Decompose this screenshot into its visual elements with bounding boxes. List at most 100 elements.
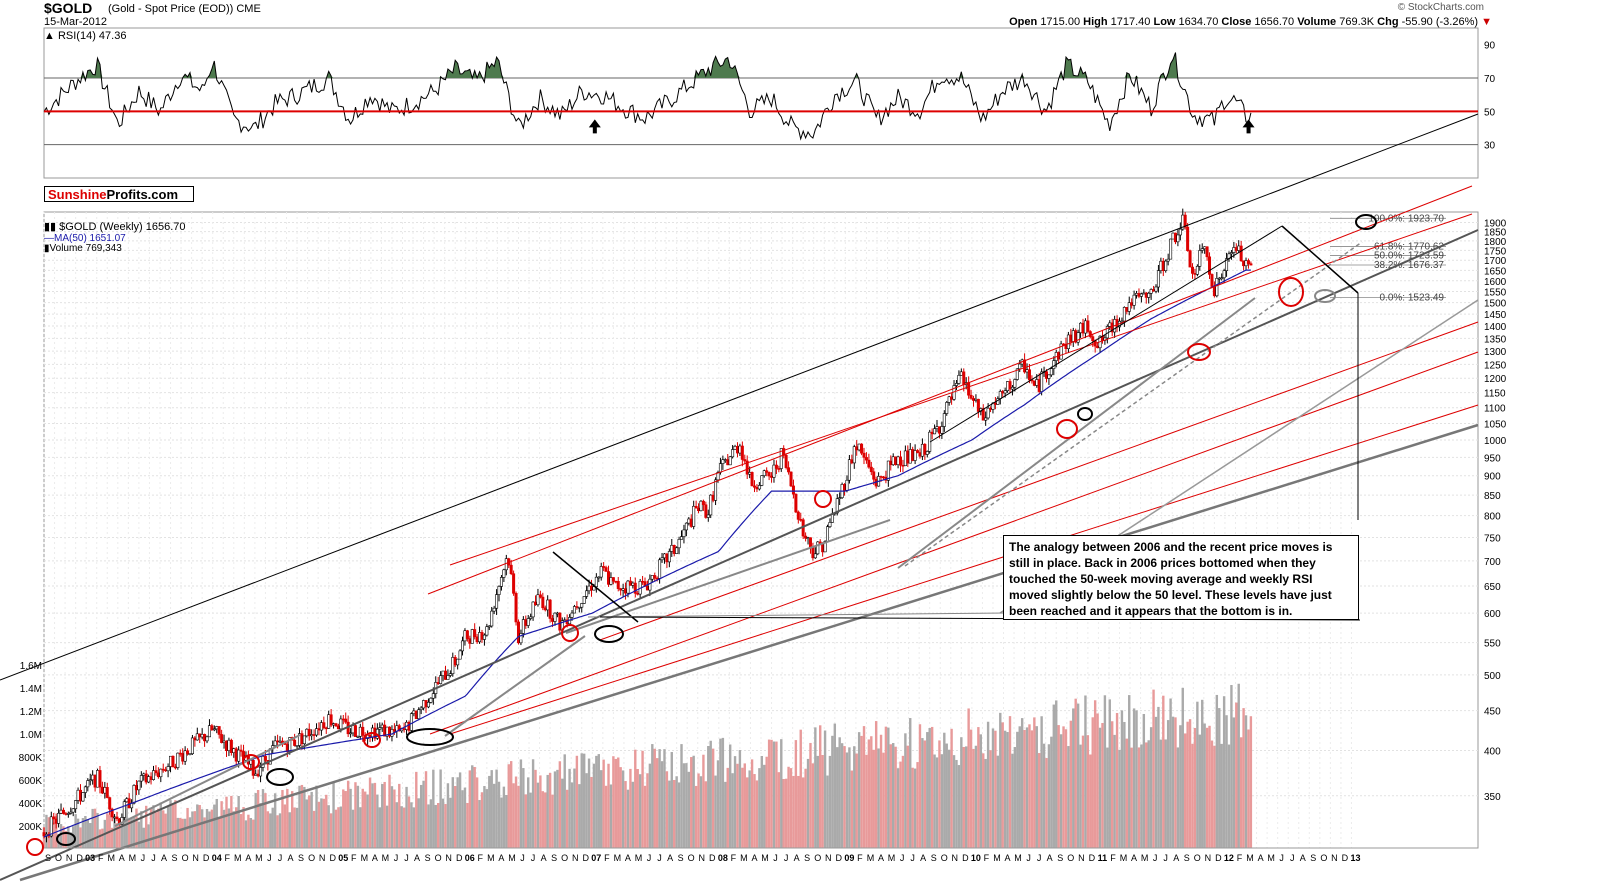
volume-bar — [166, 806, 170, 848]
candle-body — [380, 724, 384, 728]
candle-body — [1186, 226, 1190, 251]
volume-bar — [809, 742, 812, 848]
candle-body — [937, 426, 941, 434]
volume-bar — [780, 739, 783, 848]
volume-bar — [899, 761, 902, 848]
volume-bar — [191, 811, 194, 848]
x-tick-label: A — [498, 853, 504, 863]
volume-bar — [152, 805, 155, 848]
volume-bar — [422, 780, 425, 848]
volume-bar — [687, 771, 691, 848]
volume-bar — [188, 817, 192, 848]
x-tick-label: S — [804, 853, 810, 863]
volume-bar — [767, 739, 771, 848]
volume-bar — [412, 807, 416, 848]
circle-2006 — [561, 624, 579, 642]
volume-bar — [1227, 744, 1231, 848]
x-tick-label: M — [740, 853, 748, 863]
x-tick-label: F — [604, 853, 610, 863]
price-tick-label: 550 — [1484, 639, 1501, 650]
candle-body — [843, 484, 847, 491]
volume-bar — [578, 784, 581, 848]
volume-bar — [527, 777, 530, 848]
candle-body — [1152, 289, 1156, 292]
candle-body — [1032, 380, 1036, 386]
volume-bar — [363, 791, 367, 848]
x-tick-label: F — [1110, 853, 1116, 863]
candle-body — [899, 456, 903, 466]
candle-body — [1188, 250, 1192, 268]
x-tick-label: M — [1267, 853, 1275, 863]
candle-body — [441, 670, 445, 676]
volume-bar — [339, 806, 343, 848]
candle-body — [806, 537, 810, 539]
open-value: 1715.00 — [1040, 16, 1081, 28]
candle-body — [1010, 386, 1014, 390]
volume-bar — [125, 805, 128, 848]
volume-bar — [680, 744, 683, 848]
candle-body — [726, 459, 730, 466]
candle-body — [361, 726, 365, 736]
volume-bar — [1040, 716, 1043, 848]
candle-body — [733, 445, 737, 450]
candle-body — [908, 449, 912, 464]
candle-body — [811, 547, 815, 559]
candle-body — [774, 464, 778, 469]
candle-body — [1006, 381, 1010, 391]
volume-bar — [972, 748, 975, 848]
x-tick-label: 13 — [1350, 853, 1360, 863]
candle-body — [675, 547, 679, 554]
price-tick-label: 1550 — [1484, 288, 1507, 299]
volume-bar — [867, 739, 871, 848]
volume-label: Volume — [1297, 16, 1337, 28]
volume-bar — [1113, 734, 1116, 848]
candle-body — [475, 636, 479, 643]
candle-body — [424, 700, 428, 708]
candle-body — [1190, 266, 1194, 274]
candle-body — [791, 485, 795, 495]
chart-symbol: $GOLD — [44, 0, 93, 16]
candle-body — [716, 471, 720, 481]
candle-body — [1088, 331, 1092, 337]
sunshine-profits-logo: SunshineProfits.com — [44, 186, 194, 202]
candle-body — [108, 797, 112, 810]
volume-bar — [923, 740, 927, 848]
candle-body — [234, 748, 238, 762]
candle-body — [794, 493, 798, 513]
candle-body — [529, 616, 533, 619]
candle-body — [147, 776, 151, 783]
volume-bar — [1011, 753, 1014, 848]
candle-body — [1198, 250, 1202, 267]
candle-body — [1079, 322, 1083, 333]
candle-body — [682, 529, 686, 537]
volume-bar — [1174, 717, 1177, 848]
volume-bar — [685, 763, 688, 848]
candle-body — [349, 732, 353, 735]
candle-body — [614, 580, 618, 583]
volume-bar — [305, 799, 308, 848]
volume-bar — [874, 721, 878, 848]
candle-body — [1025, 369, 1029, 373]
volume-bar — [485, 789, 489, 848]
candle-body — [923, 443, 927, 455]
candle-body — [755, 486, 759, 490]
x-tick-label: S — [1057, 853, 1063, 863]
x-tick-label: J — [531, 853, 536, 863]
volume-bar — [1103, 695, 1107, 848]
candle-body — [799, 519, 803, 521]
circle-2011 — [1187, 343, 1211, 361]
high-label: High — [1083, 16, 1108, 28]
candle-body — [1015, 368, 1019, 380]
candle-body — [906, 450, 910, 464]
volume-bar — [283, 804, 287, 848]
price-tick-label: 400 — [1484, 747, 1501, 758]
candle-body — [735, 445, 739, 454]
volume-bar — [252, 819, 255, 848]
volume-bar — [692, 755, 695, 848]
volume-bar — [1091, 717, 1094, 848]
candle-body — [1069, 334, 1073, 342]
volume-bar — [585, 773, 588, 848]
volume-bar — [962, 746, 965, 848]
candle-body — [1115, 319, 1119, 328]
volume-bar — [989, 750, 992, 848]
